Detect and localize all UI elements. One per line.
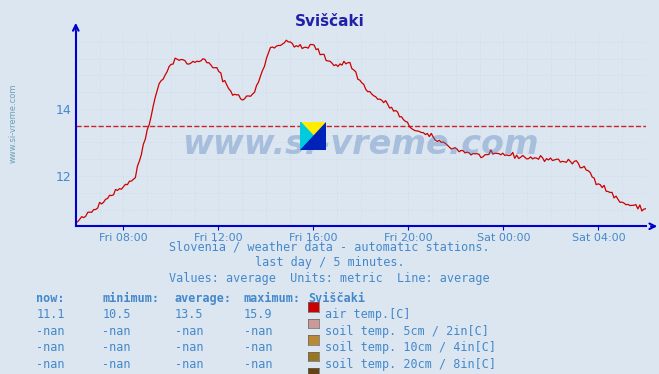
Text: average:: average: — [175, 292, 231, 305]
Text: -nan: -nan — [175, 358, 203, 371]
Text: last day / 5 minutes.: last day / 5 minutes. — [254, 256, 405, 269]
Text: 11.1: 11.1 — [36, 308, 65, 321]
Polygon shape — [300, 122, 326, 150]
Text: 13.5: 13.5 — [175, 308, 203, 321]
Text: www.si-vreme.com: www.si-vreme.com — [9, 84, 18, 163]
Text: soil temp. 20cm / 8in[C]: soil temp. 20cm / 8in[C] — [325, 358, 496, 371]
Text: maximum:: maximum: — [244, 292, 301, 305]
Text: -nan: -nan — [102, 325, 130, 338]
Text: Sviščaki: Sviščaki — [308, 292, 365, 305]
Text: -nan: -nan — [36, 325, 65, 338]
Text: -nan: -nan — [175, 325, 203, 338]
Text: -nan: -nan — [102, 341, 130, 354]
Polygon shape — [300, 122, 326, 150]
Polygon shape — [300, 122, 326, 150]
Text: -nan: -nan — [244, 341, 272, 354]
Text: Values: average  Units: metric  Line: average: Values: average Units: metric Line: aver… — [169, 272, 490, 285]
Text: www.si-vreme.com: www.si-vreme.com — [183, 128, 539, 161]
Text: now:: now: — [36, 292, 65, 305]
Text: -nan: -nan — [244, 358, 272, 371]
Text: Slovenia / weather data - automatic stations.: Slovenia / weather data - automatic stat… — [169, 240, 490, 253]
Text: -nan: -nan — [244, 325, 272, 338]
Text: minimum:: minimum: — [102, 292, 159, 305]
Text: -nan: -nan — [102, 358, 130, 371]
Text: soil temp. 5cm / 2in[C]: soil temp. 5cm / 2in[C] — [325, 325, 489, 338]
Text: air temp.[C]: air temp.[C] — [325, 308, 411, 321]
Text: 10.5: 10.5 — [102, 308, 130, 321]
Text: -nan: -nan — [175, 341, 203, 354]
Text: -nan: -nan — [36, 358, 65, 371]
Text: 15.9: 15.9 — [244, 308, 272, 321]
Text: soil temp. 10cm / 4in[C]: soil temp. 10cm / 4in[C] — [325, 341, 496, 354]
Text: Sviščaki: Sviščaki — [295, 14, 364, 29]
Text: -nan: -nan — [36, 341, 65, 354]
